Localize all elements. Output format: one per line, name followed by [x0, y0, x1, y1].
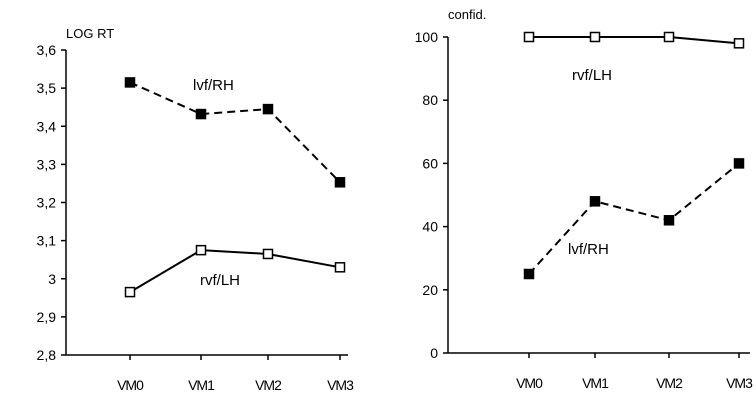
chart-confid-ytick-label: 80 — [422, 92, 438, 108]
chart-logrt-series-label-rvf-lh: rvf/LH — [200, 272, 240, 289]
chart-confid-series-label-lvf-rh: lvf/RH — [568, 241, 609, 258]
chart-logrt-xtick-label: VM1 — [188, 377, 215, 393]
chart-logrt-point-rvf-lh-vm3 — [334, 262, 346, 273]
chart-logrt-point-lvf-rh-vm3 — [334, 177, 346, 188]
chart-logrt-point-lvf-rh-vm1 — [195, 108, 207, 120]
chart-logrt-ytick-label: 3,2 — [37, 195, 57, 211]
chart-confid-point-rvf-lh-vm2 — [663, 31, 675, 43]
chart-logrt-series-label-lvf-rh: lvf/RH — [193, 77, 234, 94]
chart-confid-series-line-rvf-lh — [529, 36, 740, 45]
chart-logrt-ytick-label: 2,9 — [37, 309, 57, 325]
chart-confid-series-label-rvf-lh: rvf/LH — [572, 67, 612, 84]
chart-logrt-ytick-label: 3 — [48, 271, 56, 287]
chart-logrt-ytick-label: 3,5 — [37, 80, 57, 96]
chart-confid-point-lvf-rh-vm1 — [589, 196, 601, 207]
chart-logrt-axes — [65, 50, 348, 356]
chart-confid: confid. 0 20 40 60 80 100 VM0 VM1 VM2 VM3 rvf/LH… — [415, 7, 754, 391]
chart-logrt-series-line-rvf-lh — [129, 249, 341, 293]
chart-confid-ytick-label: 40 — [422, 219, 438, 235]
chart-confid-xtick-label: VM1 — [582, 375, 609, 391]
chart-confid-point-rvf-lh-vm3 — [733, 38, 745, 49]
chart-logrt-ytick-label: 3,1 — [37, 233, 57, 249]
chart-logrt-ytick-label: 2,8 — [37, 347, 57, 363]
chart-confid-series-line-lvf-rh — [528, 162, 740, 275]
chart-confid-ylabel: confid. — [448, 7, 486, 22]
chart-logrt-point-lvf-rh-vm0 — [124, 77, 136, 88]
chart-confid-ytick-label: 0 — [430, 345, 438, 361]
chart-confid-point-rvf-lh-vm0 — [523, 31, 535, 43]
chart-logrt-ytick-label: 3,6 — [37, 42, 57, 58]
chart-confid-point-lvf-rh-vm0 — [523, 268, 535, 280]
chart-logrt-point-rvf-lh-vm2 — [262, 248, 274, 260]
chart-confid-xtick-label: VM0 — [516, 375, 543, 391]
chart-logrt-point-lvf-rh-vm2 — [262, 103, 274, 115]
chart-logrt-point-rvf-lh-vm0 — [124, 286, 136, 298]
chart-logrt-ylabel: LOG RT — [66, 26, 114, 41]
chart-logrt-ytick-label: 3,3 — [37, 156, 57, 172]
chart-confid-xtick-label: VM2 — [656, 375, 683, 391]
chart-confid-point-rvf-lh-vm1 — [589, 31, 601, 43]
chart-logrt-point-rvf-lh-vm1 — [195, 244, 207, 256]
chart-logrt-xtick-label: VM2 — [255, 377, 282, 393]
chart-logrt: LOG RT 2,8 2,9 3 3,1 3,2 3,3 3,4 3,5 3,6 VM0 VM1 V… — [37, 26, 356, 393]
chart-confid-ytick-label: 60 — [422, 155, 438, 171]
chart-logrt-xtick-label: VM0 — [117, 377, 144, 393]
chart-confid-point-lvf-rh-vm2 — [663, 215, 675, 226]
chart-confid-xtick-label: VM3 — [726, 375, 753, 391]
chart-confid-axes — [447, 37, 750, 354]
chart-confid-point-lvf-rh-vm3 — [733, 158, 745, 169]
chart-confid-ytick-label: 20 — [422, 282, 438, 298]
chart-logrt-series-line-lvf-rh — [129, 81, 341, 183]
chart-logrt-xtick-label: VM3 — [327, 377, 354, 393]
chart-confid-ytick-label: 100 — [415, 29, 439, 45]
chart-logrt-ytick-label: 3,4 — [37, 118, 57, 134]
